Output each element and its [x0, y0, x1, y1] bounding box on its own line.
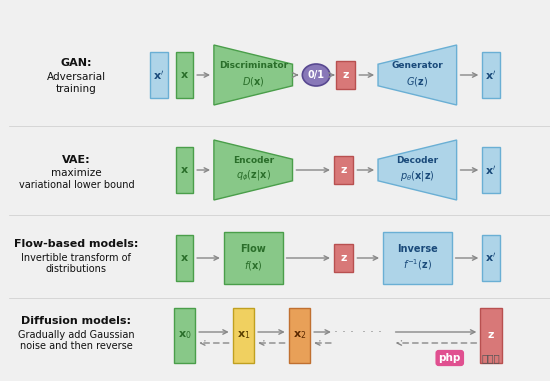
Text: variational lower bound: variational lower bound: [19, 180, 134, 190]
Text: $D(\mathbf{x})$: $D(\mathbf{x})$: [242, 75, 265, 88]
Text: GAN:: GAN:: [60, 58, 92, 68]
Text: $\mathbf{z}$: $\mathbf{z}$: [342, 70, 350, 80]
Text: $\mathbf{z}$: $\mathbf{z}$: [487, 330, 495, 340]
Text: $\mathbf{x}_2$: $\mathbf{x}_2$: [293, 329, 306, 341]
Text: Invertible transform of: Invertible transform of: [21, 253, 131, 263]
Ellipse shape: [302, 64, 330, 86]
FancyBboxPatch shape: [334, 244, 354, 272]
FancyBboxPatch shape: [480, 307, 502, 362]
Text: $q_\phi(\mathbf{z}|\mathbf{x})$: $q_\phi(\mathbf{z}|\mathbf{x})$: [236, 169, 271, 183]
Text: $f^{-1}(\mathbf{z})$: $f^{-1}(\mathbf{z})$: [403, 258, 432, 272]
Text: VAE:: VAE:: [62, 155, 91, 165]
Text: Encoder: Encoder: [233, 155, 274, 165]
Text: Flow: Flow: [240, 244, 266, 254]
Text: Inverse: Inverse: [397, 244, 438, 254]
Polygon shape: [214, 140, 293, 200]
Text: $\mathbf{x}'$: $\mathbf{x}'$: [486, 163, 497, 176]
Text: Generator: Generator: [392, 61, 443, 69]
FancyBboxPatch shape: [482, 147, 500, 193]
Text: $\mathbf{x}$: $\mathbf{x}$: [180, 70, 189, 80]
Text: 0/1: 0/1: [307, 70, 324, 80]
FancyBboxPatch shape: [334, 156, 354, 184]
FancyBboxPatch shape: [482, 52, 500, 98]
Text: noise and then reverse: noise and then reverse: [20, 341, 133, 351]
Text: $\mathbf{x}'$: $\mathbf{x}'$: [486, 69, 497, 82]
FancyBboxPatch shape: [174, 307, 195, 362]
FancyBboxPatch shape: [224, 232, 283, 284]
Text: distributions: distributions: [46, 264, 107, 274]
FancyBboxPatch shape: [336, 61, 355, 89]
Text: Adversarial: Adversarial: [47, 72, 106, 82]
Text: 中文网: 中文网: [482, 353, 500, 363]
Polygon shape: [378, 45, 456, 105]
Polygon shape: [214, 45, 293, 105]
Text: $G(\mathbf{z})$: $G(\mathbf{z})$: [406, 75, 428, 88]
FancyBboxPatch shape: [175, 52, 193, 98]
Text: php: php: [438, 353, 461, 363]
Text: $p_\theta(\mathbf{x}|\mathbf{z})$: $p_\theta(\mathbf{x}|\mathbf{z})$: [400, 169, 434, 183]
FancyBboxPatch shape: [175, 235, 193, 281]
Text: Gradually add Gaussian: Gradually add Gaussian: [18, 330, 135, 340]
Text: $\mathbf{x}$: $\mathbf{x}$: [180, 165, 189, 175]
Text: $f(\mathbf{x})$: $f(\mathbf{x})$: [244, 258, 262, 272]
Text: $\mathbf{z}$: $\mathbf{z}$: [340, 165, 348, 175]
Text: $\mathbf{x}_1$: $\mathbf{x}_1$: [236, 329, 250, 341]
Text: $\mathbf{x}'$: $\mathbf{x}'$: [486, 251, 497, 264]
FancyBboxPatch shape: [150, 52, 168, 98]
Text: Flow-based models:: Flow-based models:: [14, 239, 139, 249]
Text: $\mathbf{x}_0$: $\mathbf{x}_0$: [178, 329, 191, 341]
FancyBboxPatch shape: [383, 232, 452, 284]
FancyBboxPatch shape: [482, 235, 500, 281]
Text: · · ·  · · ·: · · · · · ·: [334, 325, 382, 338]
Text: training: training: [56, 84, 97, 94]
Text: $\mathbf{x}$: $\mathbf{x}$: [180, 253, 189, 263]
Text: $\mathbf{z}$: $\mathbf{z}$: [340, 253, 348, 263]
Text: Discriminator: Discriminator: [219, 61, 288, 69]
FancyBboxPatch shape: [289, 307, 310, 362]
Text: $\mathbf{x}'$: $\mathbf{x}'$: [153, 69, 164, 82]
Text: maximize: maximize: [51, 168, 102, 178]
FancyBboxPatch shape: [175, 147, 193, 193]
Polygon shape: [378, 140, 456, 200]
FancyBboxPatch shape: [233, 307, 254, 362]
Text: Diffusion models:: Diffusion models:: [21, 316, 131, 326]
Text: Decoder: Decoder: [396, 155, 438, 165]
